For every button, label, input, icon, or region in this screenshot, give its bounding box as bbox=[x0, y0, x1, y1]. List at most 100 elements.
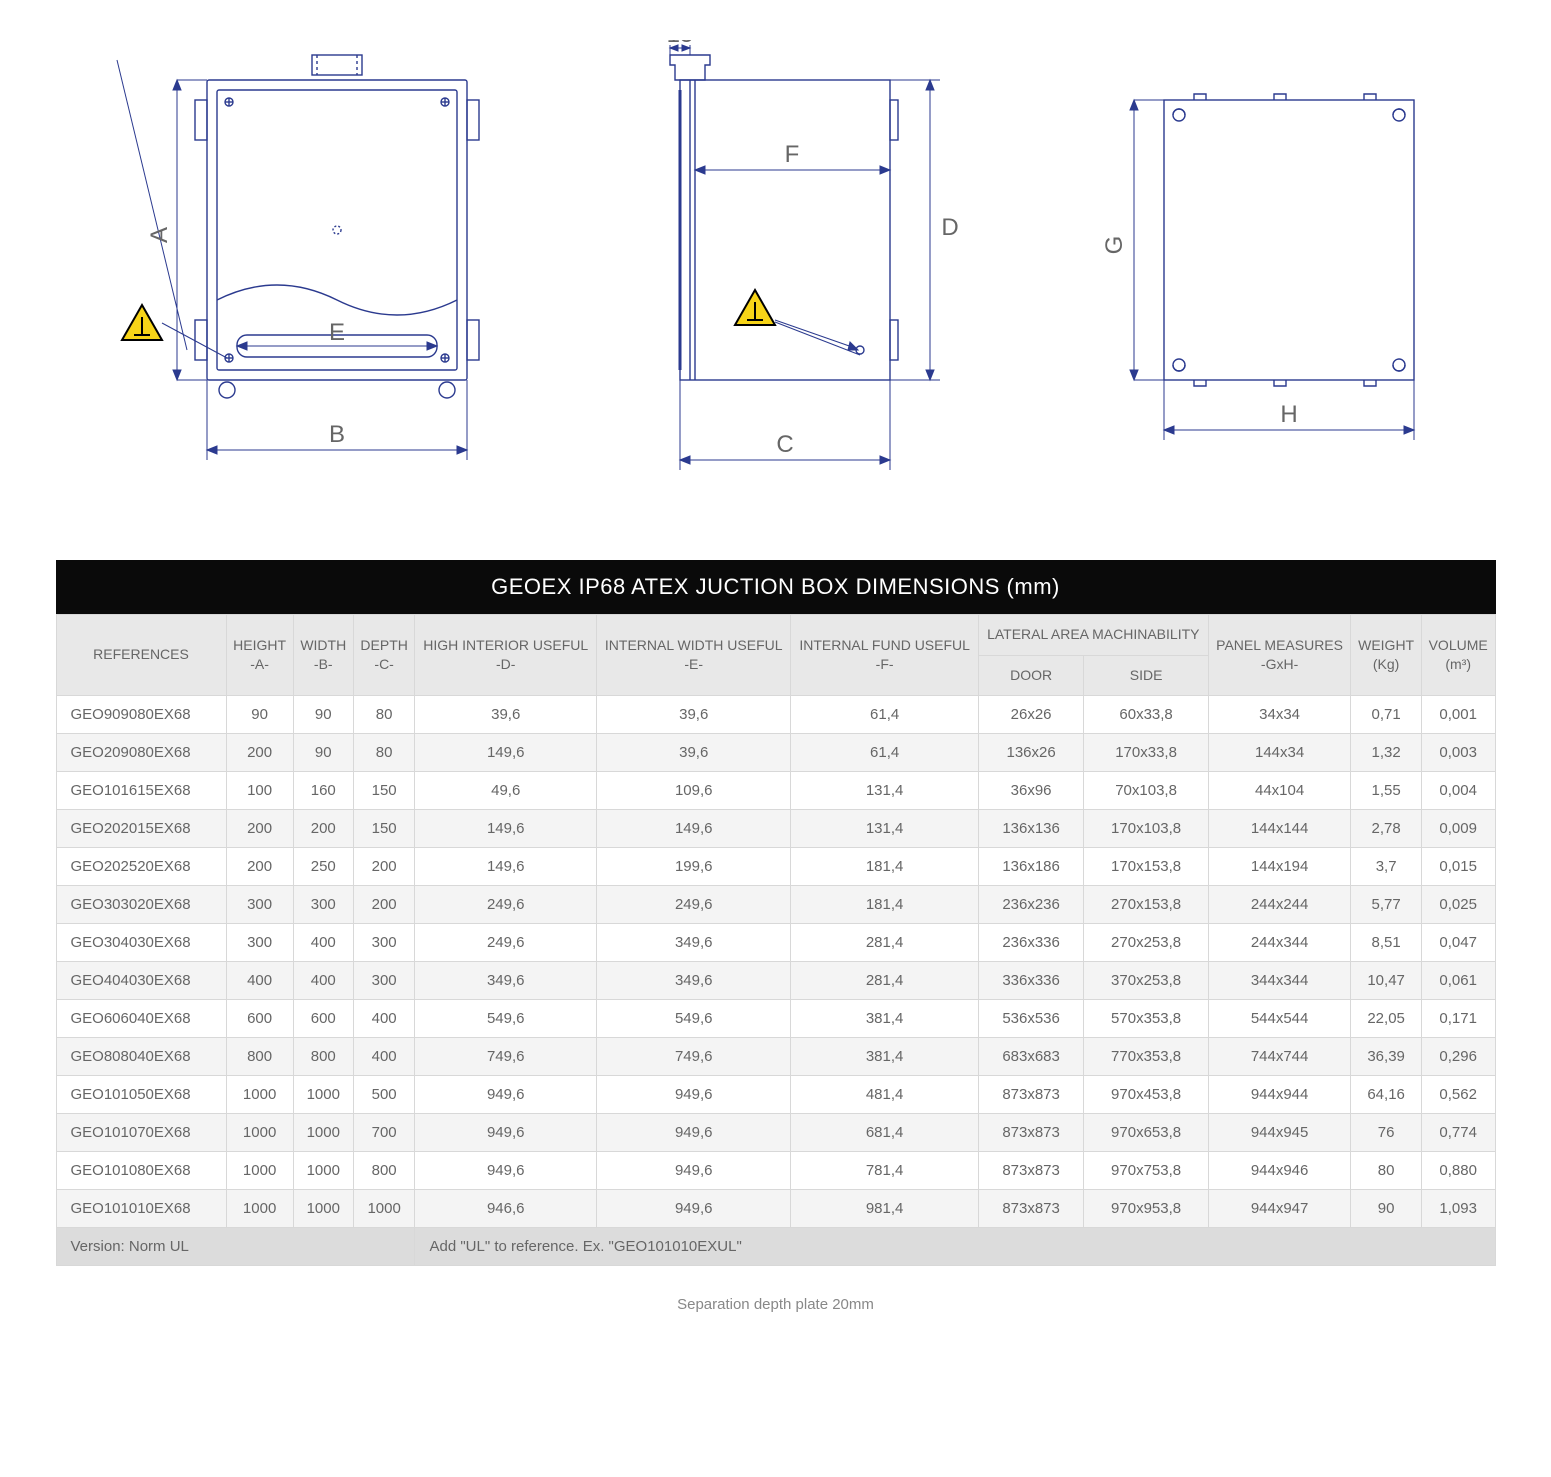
table-cell: 800 bbox=[226, 1038, 293, 1076]
table-cell: 1000 bbox=[226, 1076, 293, 1114]
table-cell: 76 bbox=[1351, 1114, 1421, 1152]
diagram-back: G H bbox=[1094, 40, 1474, 500]
table-cell: 300 bbox=[226, 886, 293, 924]
table-cell: 949,6 bbox=[596, 1190, 790, 1228]
table-row: GEO101080EX6810001000800949,6949,6781,48… bbox=[56, 1152, 1495, 1190]
table-cell: 170x33,8 bbox=[1084, 734, 1208, 772]
table-cell: 949,6 bbox=[596, 1152, 790, 1190]
th-depth: DEPTH -C- bbox=[353, 615, 415, 696]
table-cell: 181,4 bbox=[791, 848, 978, 886]
table-cell: 549,6 bbox=[596, 1000, 790, 1038]
th-height-t: HEIGHT bbox=[233, 637, 286, 653]
table-cell: GEO101010EX68 bbox=[56, 1190, 226, 1228]
th-height: HEIGHT-A- bbox=[226, 615, 293, 696]
table-cell: 1000 bbox=[293, 1190, 353, 1228]
th-references: REFERENCES bbox=[56, 615, 226, 696]
th-door: DOOR bbox=[978, 655, 1084, 696]
table-cell: 249,6 bbox=[415, 924, 597, 962]
table-cell: 44x104 bbox=[1208, 772, 1351, 810]
dim-d-label: D bbox=[942, 214, 959, 241]
table-cell: 149,6 bbox=[415, 848, 597, 886]
table-cell: 160 bbox=[293, 772, 353, 810]
table-cell: 200 bbox=[293, 810, 353, 848]
table-cell: 0,025 bbox=[1421, 886, 1495, 924]
th-volume-s: (m³) bbox=[1445, 656, 1471, 672]
table-cell: 3,7 bbox=[1351, 848, 1421, 886]
table-cell: 970x953,8 bbox=[1084, 1190, 1208, 1228]
table-row: GEO808040EX68800800400749,6749,6381,4683… bbox=[56, 1038, 1495, 1076]
footer-right: Add "UL" to reference. Ex. "GEO101010EXU… bbox=[415, 1228, 1495, 1266]
th-depth-s: -C- bbox=[374, 656, 393, 672]
table-cell: 681,4 bbox=[791, 1114, 978, 1152]
th-hi: HIGH INTERIOR USEFUL -D- bbox=[415, 615, 597, 696]
table-cell: GEO101070EX68 bbox=[56, 1114, 226, 1152]
table-cell: 600 bbox=[226, 1000, 293, 1038]
dim-15-label: 15 bbox=[667, 40, 694, 48]
table-cell: GEO101615EX68 bbox=[56, 772, 226, 810]
table-cell: 1000 bbox=[353, 1190, 415, 1228]
table-row: GEO101615EX6810016015049,6109,6131,436x9… bbox=[56, 772, 1495, 810]
dim-c-label: C bbox=[777, 431, 794, 458]
table-cell: 300 bbox=[293, 886, 353, 924]
table-cell: 770x353,8 bbox=[1084, 1038, 1208, 1076]
table-cell: 8,51 bbox=[1351, 924, 1421, 962]
th-panel-s: -GxH- bbox=[1261, 656, 1298, 672]
table-cell: 0,061 bbox=[1421, 962, 1495, 1000]
table-cell: 873x873 bbox=[978, 1152, 1084, 1190]
table-cell: 1,55 bbox=[1351, 772, 1421, 810]
table-cell: 90 bbox=[293, 734, 353, 772]
table-cell: 236x336 bbox=[978, 924, 1084, 962]
table-cell: 281,4 bbox=[791, 924, 978, 962]
table-cell: 0,774 bbox=[1421, 1114, 1495, 1152]
table-cell: 970x453,8 bbox=[1084, 1076, 1208, 1114]
table-cell: 244x244 bbox=[1208, 886, 1351, 924]
dim-f-label: F bbox=[785, 141, 800, 168]
table-cell: 236x236 bbox=[978, 886, 1084, 924]
table-cell: GEO909080EX68 bbox=[56, 696, 226, 734]
table-cell: 70x103,8 bbox=[1084, 772, 1208, 810]
table-row: GEO303020EX68300300200249,6249,6181,4236… bbox=[56, 886, 1495, 924]
table-cell: 873x873 bbox=[978, 1190, 1084, 1228]
th-hi-t: HIGH INTERIOR USEFUL bbox=[423, 637, 588, 653]
table-cell: 80 bbox=[353, 734, 415, 772]
table-cell: 0,171 bbox=[1421, 1000, 1495, 1038]
dim-a-label: A bbox=[146, 227, 173, 243]
table-cell: 0,047 bbox=[1421, 924, 1495, 962]
table-cell: 400 bbox=[293, 924, 353, 962]
table-row: GEO909080EX6890908039,639,661,426x2660x3… bbox=[56, 696, 1495, 734]
table-cell: 749,6 bbox=[596, 1038, 790, 1076]
table-cell: 109,6 bbox=[596, 772, 790, 810]
table-cell: 0,001 bbox=[1421, 696, 1495, 734]
table-cell: 500 bbox=[353, 1076, 415, 1114]
th-iw-s: -E- bbox=[684, 656, 703, 672]
table-cell: 1000 bbox=[226, 1114, 293, 1152]
th-volume: VOLUME (m³) bbox=[1421, 615, 1495, 696]
table-cell: 944x946 bbox=[1208, 1152, 1351, 1190]
th-hi-s: -D- bbox=[496, 656, 515, 672]
table-row: GEO101010EX68100010001000946,6949,6981,4… bbox=[56, 1190, 1495, 1228]
table-cell: GEO606040EX68 bbox=[56, 1000, 226, 1038]
dimensions-table: REFERENCES HEIGHT-A- WIDTH-B- DEPTH-C- H… bbox=[56, 614, 1496, 1266]
table-cell: 744x744 bbox=[1208, 1038, 1351, 1076]
table-cell: 873x873 bbox=[978, 1114, 1084, 1152]
table-cell: 400 bbox=[226, 962, 293, 1000]
table-cell: 549,6 bbox=[415, 1000, 597, 1038]
th-volume-t: VOLUME bbox=[1429, 637, 1488, 653]
table-cell: 683x683 bbox=[978, 1038, 1084, 1076]
th-weight-s: (Kg) bbox=[1373, 656, 1399, 672]
table-cell: 199,6 bbox=[596, 848, 790, 886]
table-cell: 64,16 bbox=[1351, 1076, 1421, 1114]
table-cell: 5,77 bbox=[1351, 886, 1421, 924]
table-cell: 61,4 bbox=[791, 696, 978, 734]
table-cell: 1,32 bbox=[1351, 734, 1421, 772]
table-cell: GEO404030EX68 bbox=[56, 962, 226, 1000]
table-row: GEO606040EX68600600400549,6549,6381,4536… bbox=[56, 1000, 1495, 1038]
table-cell: 136x26 bbox=[978, 734, 1084, 772]
th-iw-t: INTERNAL WIDTH USEFUL bbox=[605, 637, 783, 653]
table-cell: 249,6 bbox=[415, 886, 597, 924]
table-cell: 336x336 bbox=[978, 962, 1084, 1000]
table-cell: 481,4 bbox=[791, 1076, 978, 1114]
th-depth-t: DEPTH bbox=[360, 637, 407, 653]
table-cell: 800 bbox=[353, 1152, 415, 1190]
table-cell: 400 bbox=[353, 1000, 415, 1038]
